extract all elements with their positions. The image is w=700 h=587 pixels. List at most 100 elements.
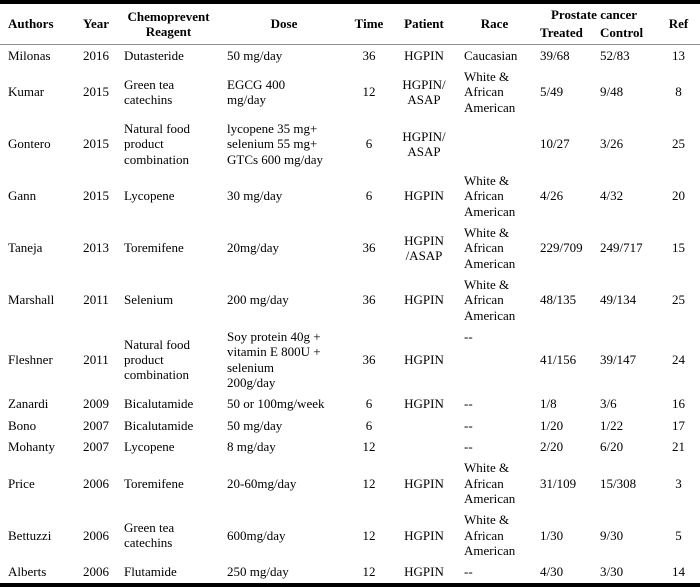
cell-author: Gontero (8, 136, 51, 152)
cell-treated: 10/27 (540, 136, 570, 152)
cell-ref: 3 (675, 475, 682, 491)
cell-dose: EGCG 400 mg/day (227, 76, 286, 107)
cell-race: White & African American (464, 172, 516, 219)
cell-control: 3/30 (593, 561, 657, 586)
cell-treated: 1/8 (540, 396, 557, 412)
cell-reagent: Natural food product combination (124, 336, 191, 383)
cell-control: 4/32 (600, 188, 624, 204)
cell-year: 2015 (83, 136, 109, 152)
cell-control: 1/22 (600, 417, 624, 433)
cell-ref: 21 (672, 438, 685, 454)
cell-year: 2009 (83, 396, 109, 412)
table-row: Gontero 2015 Natural food product combin… (0, 118, 700, 170)
col-header-ref: Ref (668, 16, 689, 32)
cell-control: 39/147 (600, 351, 637, 367)
table-row: Marshall 2011 Selenium 200 mg/day 36 HGP… (0, 274, 700, 326)
cell-patient: HGPIN /ASAP (404, 232, 444, 263)
cell-year: 2013 (83, 240, 109, 256)
cell-dose: 8 mg/day (227, 438, 276, 454)
cell-dose: 200 mg/day (227, 292, 289, 308)
cell-race: White & African American (464, 276, 516, 323)
cell-patient: HGPIN (404, 188, 444, 204)
cell-ref: 17 (672, 417, 685, 433)
cell-reagent: Flutamide (117, 561, 220, 586)
cell-time: 12 (348, 561, 390, 586)
cell-treated: 31/109 (540, 475, 577, 491)
cell-dose: 600mg/day (227, 527, 286, 543)
cell-year: 2011 (83, 351, 109, 367)
cell-control: 3/6 (600, 396, 617, 412)
cell-ref: 16 (672, 396, 685, 412)
cell-time: 6 (365, 417, 373, 433)
table-row: Price 2006 Toremifene 20-60mg/day 12 HGP… (0, 457, 700, 509)
header-row-sub: Treated Control (0, 25, 700, 44)
col-header-control: Control (600, 25, 644, 41)
cell-time: 12 (362, 438, 376, 454)
cell-year: 2011 (83, 292, 109, 308)
cell-time: 36 (362, 292, 376, 308)
cell-dose: lycopene 35 mg+ selenium 55 mg+ GTCs 600… (227, 120, 324, 167)
cell-patient: HGPIN (404, 527, 444, 543)
cell-ref: 24 (672, 351, 685, 367)
cell-reagent: Toremifene (124, 475, 184, 491)
cell-dose: 50 mg/day (227, 417, 283, 433)
table-row: Alberts 2006 Flutamide 250 mg/day 12 HGP… (0, 561, 700, 586)
col-header-group-prostate-cancer: Prostate cancer (550, 7, 638, 22)
cell-dose: 20-60mg/day (227, 475, 297, 491)
cell-race: -- (464, 438, 473, 454)
cell-race: -- (464, 328, 473, 344)
table-header: Authors Year Chemoprevent Reagent Dose T… (0, 2, 700, 45)
table-row: Mohanty 2007 Lycopene 8 mg/day 12 -- 2/2… (0, 436, 700, 457)
col-header-treated: Treated (540, 25, 583, 41)
col-header-year: Year (83, 16, 109, 32)
cell-control: 9/48 (600, 84, 624, 100)
cell-time: 36 (362, 351, 376, 367)
cell-ref: 5 (675, 527, 682, 543)
cell-author: Kumar (8, 84, 45, 100)
cell-patient: HGPIN (404, 396, 444, 412)
cell-treated: 1/20 (540, 417, 564, 433)
cell-author: Bono (8, 417, 37, 433)
cell-race: White & African American (464, 224, 516, 271)
col-header-race: Race (480, 16, 509, 32)
col-header-chemoprevent-reagent: Chemoprevent Reagent (127, 8, 210, 39)
cell-reagent: Toremifene (124, 240, 184, 256)
cell-treated: 41/156 (540, 351, 577, 367)
col-header-time: Time (354, 16, 384, 32)
cell-reagent: Green tea catechins (124, 76, 175, 107)
cell-treated: 39/68 (540, 47, 570, 63)
cell-ref: 8 (675, 84, 682, 100)
cell-dose: 50 mg/day (227, 47, 283, 63)
table-row: Gann 2015 Lycopene 30 mg/day 6 HGPIN Whi… (0, 170, 700, 222)
cell-control: 3/26 (600, 136, 624, 152)
cell-patient: HGPIN/ ASAP (402, 128, 446, 159)
cell-patient: HGPIN (404, 475, 444, 491)
cell-author: Gann (8, 188, 37, 204)
cell-reagent: Lycopene (124, 438, 175, 454)
cell-patient: HGPIN (404, 47, 444, 63)
cell-control: 15/308 (600, 475, 637, 491)
cell-control: 9/30 (600, 527, 624, 543)
cell-patient: HGPIN/ ASAP (402, 76, 446, 107)
col-header-authors: Authors (8, 16, 54, 32)
cell-author: Fleshner (8, 351, 53, 367)
cell-race: -- (458, 561, 531, 586)
cell-author: Marshall (8, 292, 55, 308)
cell-treated: 1/30 (540, 527, 564, 543)
cell-race (458, 118, 531, 170)
cell-control: 52/83 (600, 47, 630, 63)
cell-treated: 48/135 (540, 292, 577, 308)
cell-ref: 15 (672, 240, 685, 256)
cell-patient: HGPIN (404, 292, 444, 308)
cell-ref: 25 (672, 136, 685, 152)
cell-author: Zanardi (8, 396, 49, 412)
cell-reagent: Green tea catechins (124, 519, 175, 551)
cell-ref: 25 (672, 292, 685, 308)
cell-dose: 50 or 100mg/week (227, 396, 325, 412)
cell-author: Taneja (8, 240, 43, 256)
cell-race: -- (464, 396, 473, 412)
cell-time: 6 (365, 188, 373, 204)
table-row: Bono 2007 Bicalutamide 50 mg/day 6 -- 1/… (0, 415, 700, 436)
cell-race: Caucasian (464, 47, 518, 63)
